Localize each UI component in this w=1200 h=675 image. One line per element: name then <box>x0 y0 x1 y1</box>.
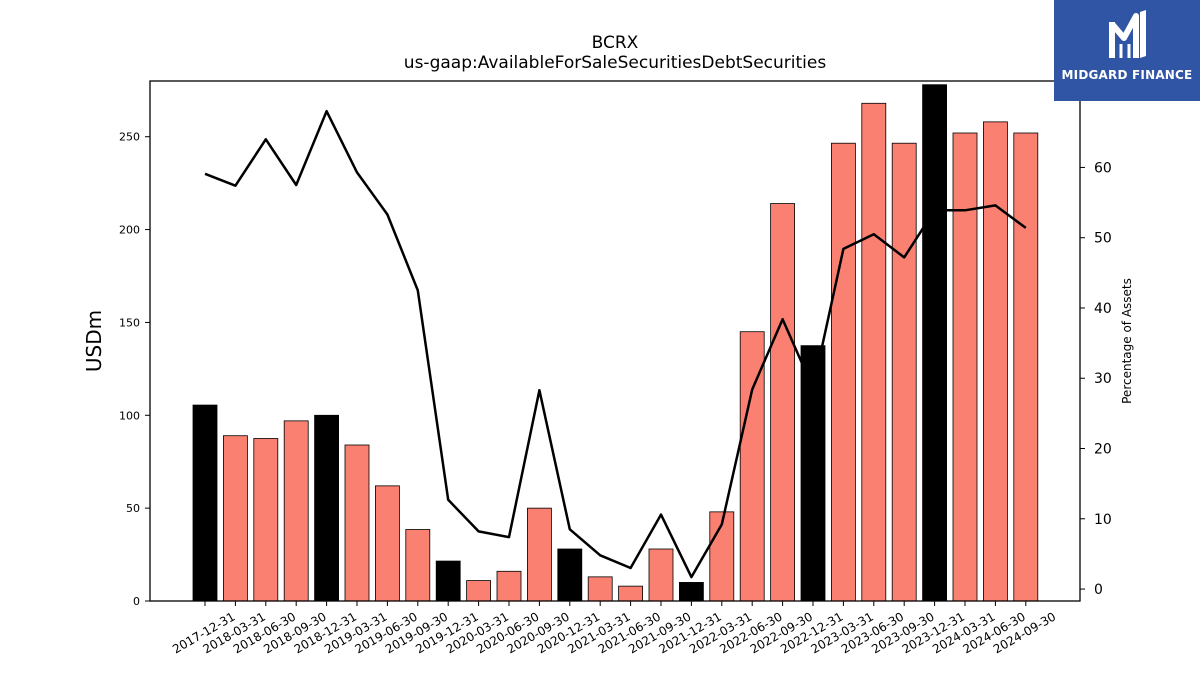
bar-2019-12-31 <box>435 560 461 602</box>
bar-2018-03-31 <box>222 435 248 602</box>
chart-title: BCRX <box>592 33 639 53</box>
bar-2023-06-30 <box>861 102 887 602</box>
bar-2023-09-30 <box>891 142 917 602</box>
y2-tick-label: 60 <box>1094 160 1112 176</box>
y-tick-label: 0 <box>133 595 140 608</box>
y2-tick-label: 30 <box>1094 371 1112 387</box>
bar-2019-03-31 <box>344 444 370 602</box>
bar-2018-09-30 <box>283 420 309 602</box>
bar-2020-12-31 <box>557 548 583 602</box>
bar-2018-12-31 <box>314 414 340 602</box>
y2-axis-label: Percentage of Assets <box>1120 278 1134 404</box>
bar-2023-03-31 <box>831 142 856 602</box>
bar-2020-06-30 <box>496 570 522 602</box>
bar-2021-03-31 <box>587 576 613 602</box>
bar-series <box>192 84 1039 602</box>
bar-2023-12-31 <box>922 84 947 602</box>
y-tick-label: 200 <box>119 224 140 237</box>
y2-tick-label: 0 <box>1094 582 1103 598</box>
y-axis-label: USDm <box>82 310 106 372</box>
brand-logo: MIDGARD FINANCE <box>1054 0 1200 101</box>
bar-2021-12-31 <box>679 582 704 602</box>
x-axis: 2017-12-312018-03-312018-06-302018-09-30… <box>170 601 1058 656</box>
bar-2019-06-30 <box>374 485 400 602</box>
percentage-line <box>204 109 1027 579</box>
brand-name: MIDGARD FINANCE <box>1061 68 1193 82</box>
bar-2017-12-31 <box>192 404 218 602</box>
bar-2022-06-30 <box>739 331 765 602</box>
left-axis: 0 50 100 150 200 250 <box>119 131 150 608</box>
y2-tick-label: 20 <box>1094 442 1112 458</box>
midgard-logo-icon <box>1109 10 1146 58</box>
y-tick-label: 100 <box>119 409 140 422</box>
bar-2020-09-30 <box>527 507 552 602</box>
bar-2019-09-30 <box>405 529 431 602</box>
y2-tick-label: 10 <box>1094 512 1112 528</box>
y-tick-label: 50 <box>126 502 140 515</box>
plot-frame <box>149 80 1081 602</box>
bar-2021-09-30 <box>648 548 674 602</box>
bar-2024-06-30 <box>983 121 1008 602</box>
bar-2018-06-30 <box>253 438 279 602</box>
y-tick-label: 150 <box>119 316 140 329</box>
bar-2024-03-31 <box>952 132 978 602</box>
y2-tick-label: 40 <box>1094 301 1112 317</box>
right-axis: 0 10 20 30 40 50 60 <box>1080 160 1112 598</box>
bar-2020-03-31 <box>466 580 492 602</box>
bar-2024-09-30 <box>1013 132 1039 602</box>
chart-subtitle: us-gaap:AvailableForSaleSecuritiesDebtSe… <box>404 53 827 73</box>
y2-tick-label: 50 <box>1094 231 1112 247</box>
bar-2021-06-30 <box>618 585 643 602</box>
bar-2022-09-30 <box>770 203 795 602</box>
y-tick-label: 250 <box>119 131 140 144</box>
